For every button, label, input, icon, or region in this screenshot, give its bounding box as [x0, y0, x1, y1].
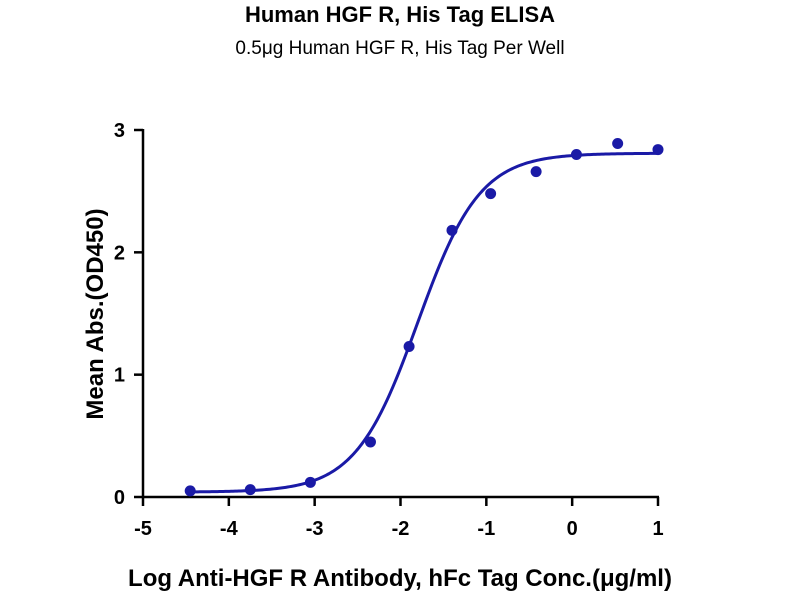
data-point	[652, 144, 664, 156]
data-point	[570, 148, 582, 160]
y-tick-label: 3	[114, 120, 125, 142]
data-point	[446, 224, 458, 236]
data-point	[612, 137, 624, 149]
y-tick-label: 0	[114, 487, 125, 509]
x-tick-label: 0	[567, 518, 578, 540]
x-tick-label: -1	[477, 518, 495, 540]
x-tick-label: -2	[392, 518, 410, 540]
data-point	[244, 484, 256, 496]
x-tick-label: 1	[652, 518, 663, 540]
chart-subtitle: 0.5μg Human HGF R, His Tag Per Well	[235, 38, 565, 59]
y-tick-label: 2	[114, 242, 125, 264]
x-tick-label: -5	[134, 518, 152, 540]
data-point	[364, 436, 376, 448]
x-tick-label: -4	[220, 518, 239, 540]
data-point	[184, 485, 196, 497]
data-point	[485, 188, 497, 200]
chart-title: Human HGF R, His Tag ELISA	[244, 2, 556, 27]
y-tick-label: 1	[114, 365, 125, 387]
x-tick-label: -3	[306, 518, 324, 540]
fit-curve	[190, 151, 659, 494]
data-point	[403, 341, 415, 353]
data-point	[304, 476, 316, 488]
x-axis-label: Log Anti-HGF R Antibody, hFc Tag Conc.(μ…	[128, 565, 672, 592]
data-point	[530, 166, 542, 178]
